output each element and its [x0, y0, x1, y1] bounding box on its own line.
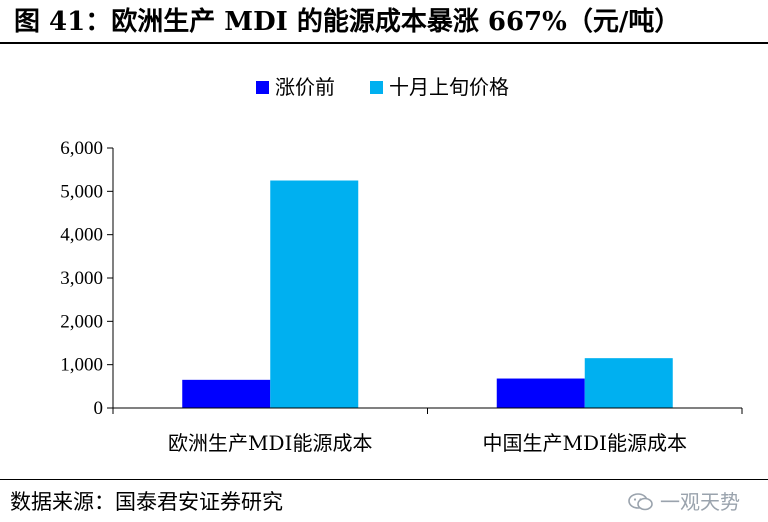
bar-chart: 涨价前 十月上旬价格 0 1,000 2,000 3,000 4,000 5,000 6,00… — [60, 75, 743, 455]
legend-label: 十月上旬价格 — [389, 75, 509, 99]
y-tick-label: 1,000 — [60, 355, 103, 376]
source-divider — [0, 479, 768, 480]
y-tick-label: 2,000 — [60, 311, 103, 332]
y-tick-label: 6,000 — [60, 138, 103, 159]
legend-label: 涨价前 — [275, 75, 335, 99]
bars — [182, 180, 673, 408]
bar-before-0 — [182, 379, 271, 408]
figure-title: 图 41：欧洲生产 MDI 的能源成本暴涨 667%（元/吨） — [14, 7, 681, 37]
x-category-label: 中国生产MDI能源成本 — [483, 431, 687, 455]
bar-before-1 — [496, 378, 585, 408]
legend: 涨价前 十月上旬价格 — [256, 75, 509, 99]
bar-october-0 — [270, 180, 359, 408]
y-axis: 0 1,000 2,000 3,000 4,000 5,000 6,000 — [60, 138, 114, 419]
title-divider — [0, 42, 768, 44]
source-note: 数据来源：国泰君安证券研究 — [10, 490, 283, 514]
y-tick-label: 4,000 — [60, 225, 103, 246]
watermark: 一观天势 — [628, 488, 740, 516]
y-tick-label: 3,000 — [60, 268, 103, 289]
y-tick-label: 0 — [94, 398, 104, 419]
legend-swatch — [256, 81, 269, 94]
legend-swatch — [370, 81, 383, 94]
x-axis: 欧洲生产MDI能源成本 中国生产MDI能源成本 — [112, 407, 743, 455]
bar-october-1 — [584, 358, 673, 408]
x-category-label: 欧洲生产MDI能源成本 — [168, 431, 372, 455]
watermark-text: 一观天势 — [660, 490, 740, 514]
y-tick-label: 5,000 — [60, 181, 103, 202]
wechat-icon — [628, 493, 653, 511]
